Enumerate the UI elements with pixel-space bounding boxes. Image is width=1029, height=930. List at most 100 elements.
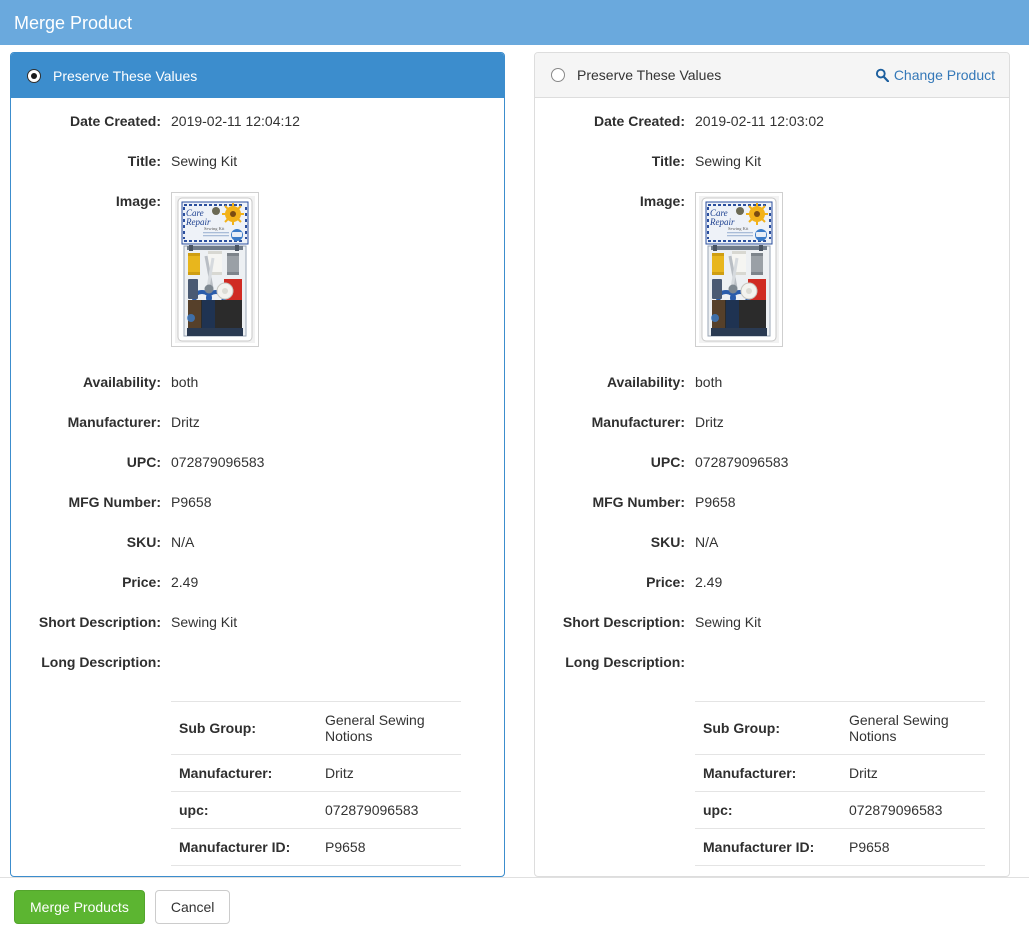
field-label: Long Description: xyxy=(565,654,685,670)
field-manufacturer-left: Manufacturer: Dritz xyxy=(19,413,486,431)
attribute-value: 072879096583 xyxy=(325,802,419,818)
field-mfg-number-right: MFG Number: P9658 xyxy=(543,493,991,511)
attributes-wrap-right: Sub Group: General Sewing Notions Manufa… xyxy=(543,693,991,876)
field-value: Dritz xyxy=(171,414,200,430)
field-value: P9658 xyxy=(695,494,736,510)
field-label: Date Created: xyxy=(69,113,161,129)
svg-text:Care: Care xyxy=(186,208,204,218)
preserve-values-radio-left[interactable] xyxy=(27,68,41,83)
field-label: Long Description: xyxy=(41,654,161,670)
merge-panel-right[interactable]: Preserve These Values Change Product Dat… xyxy=(534,52,1010,877)
attribute-key: Manufacturer ID: xyxy=(179,839,291,855)
field-label: Short Description: xyxy=(38,614,161,630)
merge-panel-left[interactable]: Preserve These Values Date Created: 2019… xyxy=(10,52,505,877)
product-image-left[interactable]: Care Repair Sewing Kit xyxy=(171,192,259,347)
attribute-value: Dritz xyxy=(325,765,354,781)
table-row: Manufacturer: Dritz xyxy=(171,754,461,792)
attribute-key: Sub Group: xyxy=(179,720,256,736)
preserve-values-radio-row-left[interactable]: Preserve These Values xyxy=(27,68,490,84)
field-value: Care Repair Sewing Kit xyxy=(171,192,259,347)
search-icon xyxy=(875,68,889,82)
attribute-key: Manufacturer ID: xyxy=(703,839,815,855)
panel-header-right: Preserve These Values Change Product xyxy=(535,53,1009,98)
window-titlebar: Merge Product xyxy=(0,0,1029,45)
field-value: 2.49 xyxy=(171,574,199,590)
field-label: UPC: xyxy=(126,454,161,470)
table-row: Sub Group: General Sewing Notions xyxy=(695,701,985,755)
panel-body-left: Date Created: 2019-02-11 12:04:12 Title:… xyxy=(11,98,504,876)
field-value: both xyxy=(695,374,723,390)
attributes-table-right: Sub Group: General Sewing Notions Manufa… xyxy=(695,701,985,876)
attribute-value: P9658 xyxy=(849,839,890,855)
field-value: both xyxy=(171,374,199,390)
table-row: Manufacturer ID: P9658 xyxy=(171,828,461,866)
merge-panels-container: Preserve These Values Date Created: 2019… xyxy=(0,45,1029,877)
preserve-values-radio-right[interactable] xyxy=(551,68,565,82)
attribute-value: Yes xyxy=(841,866,985,877)
attribute-value: P9658 xyxy=(325,839,366,855)
field-label: Image: xyxy=(639,193,685,209)
field-upc-right: UPC: 072879096583 xyxy=(543,453,991,471)
footer-actions: Merge Products Cancel xyxy=(0,878,1029,924)
field-long-description-right: Long Description: xyxy=(543,653,991,671)
preserve-values-radio-row-right[interactable]: Preserve These Values xyxy=(551,67,875,83)
svg-text:Sewing Kit: Sewing Kit xyxy=(204,226,225,231)
field-availability-left: Availability: both xyxy=(19,373,486,391)
field-value: Sewing Kit xyxy=(695,153,762,169)
table-row: upc: 072879096583 xyxy=(695,791,985,829)
field-value: 2.49 xyxy=(695,574,723,590)
attribute-value: Yes xyxy=(317,866,461,877)
field-label: UPC: xyxy=(650,454,685,470)
preserve-values-label-right: Preserve These Values xyxy=(577,67,722,83)
attribute-key: upc: xyxy=(703,802,733,818)
svg-text:Repair: Repair xyxy=(709,217,735,227)
field-value: 072879096583 xyxy=(695,454,789,470)
footer-divider xyxy=(0,877,1029,878)
field-price-left: Price: 2.49 xyxy=(19,573,486,591)
field-upc-left: UPC: 072879096583 xyxy=(19,453,486,471)
field-label: Title: xyxy=(651,153,685,169)
product-image-right[interactable]: Care Repair Sewing Kit xyxy=(695,192,783,347)
svg-text:Care: Care xyxy=(710,208,728,218)
field-label: Availability: xyxy=(82,374,161,390)
field-label: Price: xyxy=(646,574,685,590)
field-short-description-right: Short Description: Sewing Kit xyxy=(543,613,991,631)
field-value: Sewing Kit xyxy=(695,614,762,630)
field-sku-right: SKU: N/A xyxy=(543,533,991,551)
field-label: Date Created: xyxy=(593,113,685,129)
field-value: 2019-02-11 12:03:02 xyxy=(695,113,824,129)
field-mfg-number-left: MFG Number: P9658 xyxy=(19,493,486,511)
page-title: Merge Product xyxy=(14,12,133,33)
field-value: N/A xyxy=(695,534,719,550)
field-label: MFG Number: xyxy=(592,494,685,510)
field-value: N/A xyxy=(171,534,195,550)
attribute-value: Dritz xyxy=(849,765,878,781)
attribute-value: General Sewing Notions xyxy=(325,712,425,744)
field-long-description-left: Long Description: xyxy=(19,653,486,671)
panel-body-right: Date Created: 2019-02-11 12:03:02 Title:… xyxy=(535,98,1009,876)
field-label: Price: xyxy=(122,574,161,590)
change-product-button[interactable]: Change Product xyxy=(875,67,995,83)
cancel-button[interactable]: Cancel xyxy=(154,890,231,924)
attributes-wrap-left: Sub Group: General Sewing Notions Manufa… xyxy=(19,693,486,876)
field-value: Care Repair Sewing Kit xyxy=(695,192,783,347)
merge-products-button[interactable]: Merge Products xyxy=(14,890,145,924)
table-row: Manufacturer: Dritz xyxy=(695,754,985,792)
field-title-left: Title: Sewing Kit xyxy=(19,152,486,170)
field-date-created-right: Date Created: 2019-02-11 12:03:02 xyxy=(543,112,991,130)
attribute-key: Availability: xyxy=(171,866,317,877)
field-label: Manufacturer: xyxy=(591,414,685,430)
field-label: Availability: xyxy=(606,374,685,390)
attribute-key: Manufacturer: xyxy=(179,765,273,781)
field-sku-left: SKU: N/A xyxy=(19,533,486,551)
change-product-label: Change Product xyxy=(893,67,995,83)
field-image-right: Image: xyxy=(543,192,991,347)
preserve-values-label-left: Preserve These Values xyxy=(53,67,198,84)
field-price-right: Price: 2.49 xyxy=(543,573,991,591)
field-label: Short Description: xyxy=(562,614,685,630)
panel-header-left: Preserve These Values xyxy=(11,53,504,98)
table-row: upc: 072879096583 xyxy=(171,791,461,829)
field-label: Image: xyxy=(115,193,161,209)
field-value: Sewing Kit xyxy=(171,614,238,630)
table-row: Availability: Yes xyxy=(171,865,461,877)
